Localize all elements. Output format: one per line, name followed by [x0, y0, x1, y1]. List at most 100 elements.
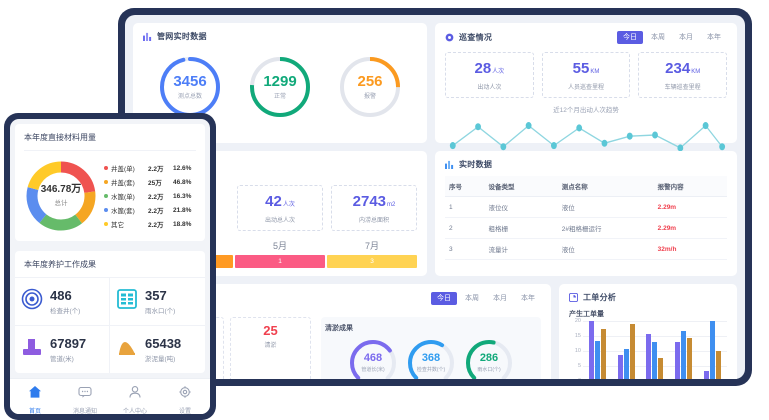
y-tick: 20: [574, 318, 581, 324]
maintenance-value: 67897: [50, 335, 87, 351]
cell-device-type: 流量计: [484, 238, 558, 260]
month-label: 7月: [364, 241, 379, 251]
tab-year[interactable]: 本年: [521, 295, 535, 302]
alarm-table: 序号 设备类型 测点名称 报警内容 1 液位仪 液位 2.29m: [445, 176, 727, 260]
maintenance-grid: 486 检查井(个) 357 雨水口(个): [15, 278, 205, 373]
maintenance-item[interactable]: 65438 淤泥量(吨): [110, 326, 205, 373]
legend-item: 井盖(单) 2.2万 12.6%: [104, 163, 196, 173]
maintenance-caption: 雨水口(个): [145, 307, 176, 315]
kpi-value: 2743: [352, 193, 387, 210]
gauge-caption: 管道长(米): [361, 367, 385, 374]
cell-alarm-content: 32m/h: [653, 238, 727, 260]
legend-value: 2.2万: [148, 208, 164, 215]
legend-color-dot: [104, 208, 108, 212]
nav-item-settings[interactable]: 设置: [160, 385, 210, 414]
month-bar: 1: [235, 255, 325, 268]
bar-chart-icon: [143, 32, 152, 41]
gauge-value: 468: [363, 352, 383, 365]
donut-legend: 井盖(单) 2.2万 12.6% 井盖(套) 25万 46.8% 水: [104, 163, 196, 229]
panel-title: 实时数据: [459, 160, 493, 169]
legend-label: 水篦(套): [111, 208, 135, 215]
tab-week[interactable]: 本周: [651, 34, 665, 41]
home-icon: [28, 385, 42, 404]
month-column: 7月 3: [327, 239, 417, 268]
nav-item-message[interactable]: 消息通知: [60, 385, 110, 414]
cell-index: 1: [445, 196, 485, 218]
patrol-status-panel: 巡查情况 今日 本周 本月 本年 28人次 出动人次: [435, 23, 737, 152]
trend-title: 近12个月出动人次趋势: [553, 107, 619, 115]
panel-header: 实时数据: [445, 159, 727, 170]
maintenance-card-title: 本年度养护工作成果: [15, 259, 205, 278]
gauge-group: 468 管道长(米): [325, 337, 537, 379]
nav-item-user[interactable]: 个人中心: [110, 385, 160, 414]
legend-label: 水篦(单): [111, 194, 135, 201]
bar-group: [588, 321, 606, 379]
nav-item-home[interactable]: 首页: [10, 385, 60, 414]
ring-value: 3456: [173, 73, 207, 90]
ring-caption: 正常: [273, 94, 286, 100]
panel-header: 巡查情况 今日 本周 本月 本年: [445, 31, 727, 45]
legend-percent: 12.6%: [173, 164, 192, 172]
realtime-network-panel: 管网实时数据 3456 测点总数: [133, 23, 427, 143]
maintenance-results-card: 本年度养护工作成果 486 检查井(个): [15, 251, 205, 373]
gauge-value: 368: [421, 352, 441, 365]
y-tick: 10: [574, 348, 581, 354]
column-header-index: 序号: [445, 176, 485, 197]
legend-color-dot: [104, 180, 108, 184]
cell-alarm-content: 2.29m: [653, 196, 727, 218]
gauge-chart: 368 检查井数(个): [405, 337, 457, 379]
bar-chart-title-produced: 产生工单量: [569, 311, 604, 318]
legend-percent: 18.8%: [173, 220, 192, 228]
donut-total-caption: 总计: [54, 200, 68, 207]
order-analysis-panel: 工单分析 产生工单量 20 15 10 5 0: [559, 284, 737, 379]
donut-chart: 346.78万 总计: [24, 159, 98, 233]
bar-chart-bars: [583, 321, 727, 379]
gauge-caption: 检查井数(个): [416, 367, 446, 374]
kpi-caption: 出动人次: [477, 85, 502, 92]
stat-value: 25: [263, 323, 278, 339]
gauge-value: 286: [479, 352, 499, 365]
maintenance-value: 486: [50, 287, 72, 303]
cell-device-type: 粗格栅: [484, 217, 558, 239]
legend-value: 25万: [148, 180, 162, 187]
cell-alarm-content: 2.29m: [653, 217, 727, 239]
table-row[interactable]: 1 液位仪 液位 2.29m: [445, 196, 727, 218]
table-row[interactable]: 3 流量计 液位 32m/h: [445, 238, 727, 260]
kpi-unit: KM: [691, 69, 701, 76]
bottom-navigation: 首页 消息通知 个人中心: [10, 378, 210, 414]
panel-title: 管网实时数据: [157, 32, 207, 41]
legend-color-dot: [104, 222, 108, 226]
bar-group: [617, 321, 635, 379]
kpi-group: 28人次 出动人次 55KM 人员巡查里程 234KM 车辆巡查里程: [445, 50, 728, 102]
tab-month[interactable]: 本月: [493, 295, 507, 302]
kpi-box: 28人次 出动人次: [445, 52, 534, 99]
pie-chart-icon: [569, 293, 578, 302]
kpi-unit: 人次: [492, 69, 505, 76]
panel-title: 巡查情况: [459, 33, 493, 43]
ring-caption: 报警: [363, 94, 376, 100]
maintenance-item[interactable]: 486 检查井(个): [15, 278, 110, 326]
maintenance-caption: 淤泥量(吨): [145, 355, 176, 363]
nav-label: 首页: [28, 409, 41, 414]
tab-week[interactable]: 本周: [465, 295, 479, 302]
tab-year[interactable]: 本年: [707, 34, 721, 41]
gauge-caption: 雨水口(个): [477, 367, 501, 374]
tab-today[interactable]: 今日: [431, 292, 457, 306]
table-row[interactable]: 2 粗格栅 2#粗格栅运行 2.29m: [445, 217, 727, 239]
ring-value: 1299: [263, 73, 297, 90]
gear-icon: [178, 385, 192, 404]
kpi-unit: m2: [387, 202, 396, 208]
legend-percent: 16.3%: [173, 192, 192, 200]
month-label: 5月: [272, 241, 287, 251]
nav-label: 消息通知: [72, 409, 97, 414]
tablet-screen: 管网实时数据 3456 测点总数: [125, 15, 745, 379]
tablet-device: 管网实时数据 3456 测点总数: [118, 8, 752, 386]
phone-screen: 本年度直接材料用量 346.78万 总计: [10, 119, 210, 414]
maintenance-item[interactable]: 67897 管道(米): [15, 326, 110, 373]
kpi-caption: 人员巡查里程: [568, 85, 605, 92]
maintenance-item[interactable]: 357 雨水口(个): [110, 278, 205, 326]
tab-today[interactable]: 今日: [617, 31, 643, 45]
tab-month[interactable]: 本月: [679, 34, 693, 41]
nav-label: 设置: [178, 409, 191, 414]
trend-line-chart: [449, 122, 726, 152]
